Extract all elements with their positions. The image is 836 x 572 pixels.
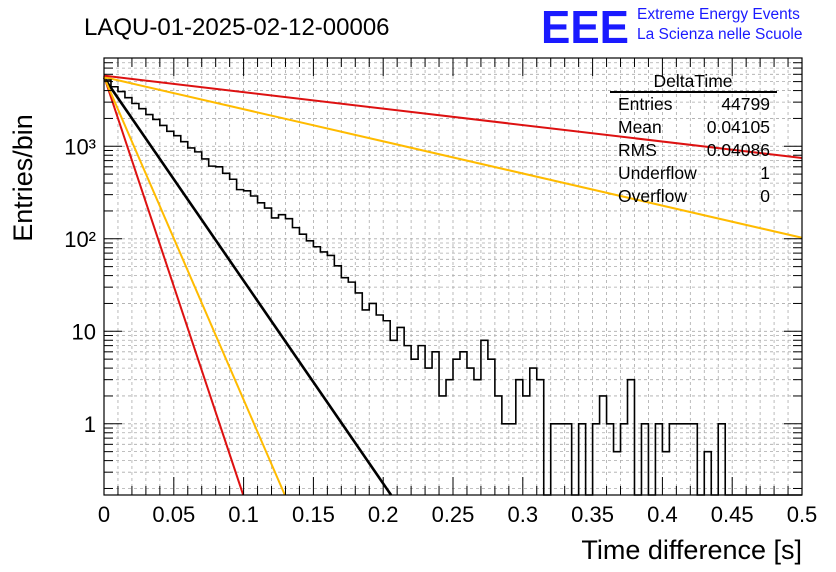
x-tick-label: 0: [98, 502, 110, 527]
stats-label-rms: RMS: [618, 140, 657, 160]
y-tick-label: 1: [84, 412, 96, 437]
stats-value-entries: 44799: [721, 94, 770, 114]
fit-curve: [103, 74, 803, 160]
fit-curve: [103, 76, 245, 496]
fit-curves: [102, 74, 803, 496]
fit-curve: [102, 77, 393, 496]
histogram-outline: [104, 79, 802, 496]
x-tick-label: 0.1: [228, 502, 259, 527]
stats-value-rms: 0.04086: [707, 140, 770, 160]
run-title: LAQU-01-2025-02-12-00006: [84, 14, 390, 41]
x-axis-label: Time difference [s]: [581, 535, 802, 565]
stats-value-mean: 0.04105: [707, 117, 770, 137]
stats-title: DeltaTime: [653, 71, 732, 91]
x-tick-label: 0.35: [571, 502, 614, 527]
x-tick-label: 0.05: [152, 502, 195, 527]
y-axis-label: Entries/bin: [8, 114, 38, 242]
fit-curve: [103, 76, 286, 496]
histogram: [104, 79, 802, 496]
x-tick-label: 0.3: [508, 502, 539, 527]
grid-lines: [103, 57, 803, 495]
y-tick-label: 10: [72, 319, 96, 344]
fit-curve: [103, 76, 803, 239]
y-tick-label: 10²: [64, 227, 96, 252]
stats-value-overflow: 0: [760, 186, 770, 206]
stats-label-entries: Entries: [618, 94, 673, 114]
stats-label-mean: Mean: [618, 117, 662, 137]
stats-value-underflow: 1: [760, 163, 770, 183]
eee-logo-line1: Extreme Energy Events: [637, 6, 800, 23]
x-tick-label: 0.15: [292, 502, 335, 527]
stats-box: DeltaTime Entries 44799 Mean 0.04105 RMS…: [610, 71, 777, 206]
eee-logo-text: EEE: [541, 1, 629, 53]
x-tick-label: 0.25: [432, 502, 475, 527]
eee-logo: EEE Extreme Energy Events La Scienza nel…: [541, 1, 802, 53]
x-tick-label: 0.45: [711, 502, 754, 527]
eee-logo-line2: La Scienza nelle Scuole: [637, 26, 802, 43]
stats-label-underflow: Underflow: [618, 163, 697, 183]
x-tick-label: 0.5: [787, 502, 818, 527]
x-tick-label: 0.2: [368, 502, 399, 527]
x-tick-label: 0.4: [647, 502, 678, 527]
y-tick-label: 10³: [64, 134, 96, 159]
stats-label-overflow: Overflow: [618, 186, 687, 206]
axis-ticks: [103, 57, 803, 495]
